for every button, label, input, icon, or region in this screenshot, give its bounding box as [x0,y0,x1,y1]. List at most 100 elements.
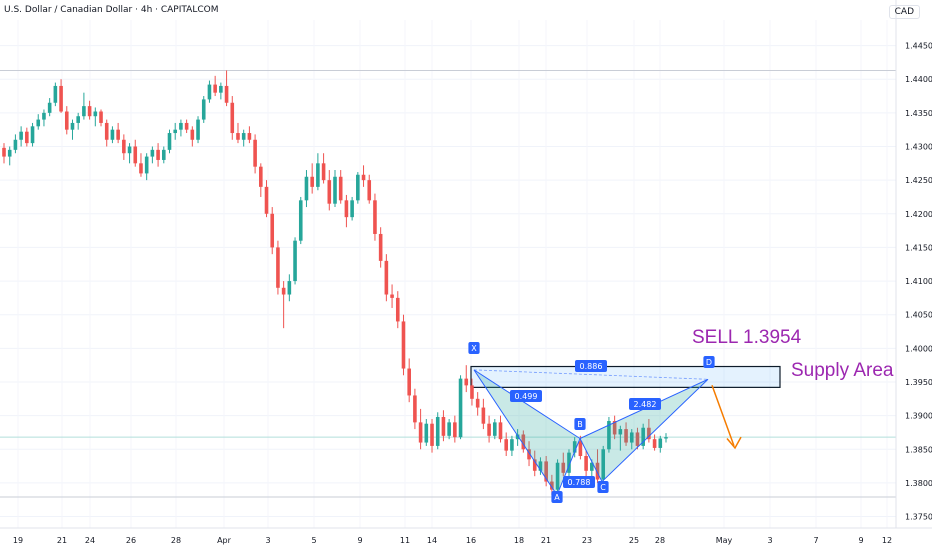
price-tick-label: 1.39500 [905,378,932,387]
candle-body [458,378,463,438]
price-tick-label: 1.38500 [905,445,932,454]
candle-body [201,99,206,120]
candle-body [259,166,263,187]
time-tick-label: Apr [217,536,232,545]
ratio-xd-label-bg [575,360,607,372]
annotations: X A B C D 0.886 0.499 0.788 2.482 SELL 1.3954 Supp… [468,327,894,503]
ratio-bc-label-bg [563,476,595,488]
ratio-ab-label-bg [510,390,542,402]
price-tick-label: 1.39000 [905,412,932,421]
price-tick-label: 1.43500 [905,109,932,118]
candle-body [647,427,651,440]
candle-body [287,281,292,295]
candle-body [321,163,326,181]
candle-body [361,174,366,181]
candle-body [407,368,411,396]
candle-body [316,163,320,187]
candle-body [293,240,297,282]
candle-body [641,427,645,446]
candles[interactable] [2,70,668,496]
candle-body [555,462,560,490]
candle-body [219,85,223,93]
candle-body [338,176,343,201]
candle-body [601,449,606,480]
candle-body [276,247,280,288]
ratio-cd-label: 2.482 [634,400,657,409]
candle-body [327,180,332,204]
candle-body [441,416,446,436]
candle-body [264,186,269,214]
candle-body [150,149,155,157]
candle-body [470,385,474,399]
candle-body [230,102,235,134]
candle-body [59,85,63,112]
time-tick-label: May [716,536,733,545]
candle-body [224,85,229,103]
candle-body [156,149,160,160]
candle-body [527,449,531,460]
candle-body [344,200,349,218]
grid [0,20,896,528]
point-a-label-bg [551,491,563,503]
time-tick-label: 16 [466,536,476,545]
harmonic-pattern [473,369,742,497]
candle-body [401,321,406,369]
candle-body [487,423,491,436]
time-tick-label: 26 [126,536,136,545]
candle-body [64,111,69,130]
candle-body [561,462,566,473]
price-axis[interactable]: 1.37500 1.38000 1.38500 1.39000 1.39500 1.400… [895,0,932,528]
time-tick-label: 24 [85,536,95,545]
candle-body [447,422,451,436]
time-tick-label: 21 [541,536,551,545]
candle-body [298,200,303,241]
candle-body [521,434,526,450]
pattern-bcd [579,378,709,483]
candle-body [139,163,143,174]
candle-body [253,139,257,167]
candle-body [498,422,503,440]
candle-body [133,146,138,164]
candle-body [350,200,354,218]
candle-body [430,423,434,446]
time-tick-label: 5 [311,536,316,545]
candle-body [492,422,497,436]
candle-body [367,180,372,201]
point-a-label: A [554,493,560,502]
candle-body [652,439,657,448]
candle-body [213,84,217,93]
time-tick-label: 3 [767,536,772,545]
candle-body [7,149,12,157]
candle-body [510,439,514,451]
time-tick-label: 21 [57,536,67,545]
candle-body [281,287,286,295]
candle-body [30,126,35,144]
time-tick-label: 12 [882,536,892,545]
candle-body [116,129,120,140]
pattern-xd-line [473,369,709,380]
candle-body [635,432,640,446]
candle-body [207,84,212,100]
candle-body [590,462,594,471]
price-tick-label: 1.44000 [905,75,932,84]
price-tick-label: 1.41000 [905,277,932,286]
price-tick-label: 1.43000 [905,142,932,151]
candle-body [93,111,98,117]
ratio-ab-label: 0.499 [515,392,538,401]
point-c-label: C [600,483,606,492]
candle-body [544,461,548,482]
candle-body [42,112,46,120]
candle-body [173,129,178,134]
candle-body [241,133,246,140]
candle-body [270,213,275,248]
candle-body [70,122,75,130]
candle-body [595,462,600,480]
candle-body [435,416,440,446]
currency-badge[interactable]: CAD [888,5,920,19]
price-tick-label: 1.42500 [905,176,932,185]
candle-body [612,421,617,435]
sell-arrow [711,385,735,447]
candle-body [236,133,240,140]
time-axis[interactable]: 19 21 24 26 28 Apr 3 5 9 11 14 16 18 21 23 25 28 May 3 7 9 12 [0,527,932,545]
